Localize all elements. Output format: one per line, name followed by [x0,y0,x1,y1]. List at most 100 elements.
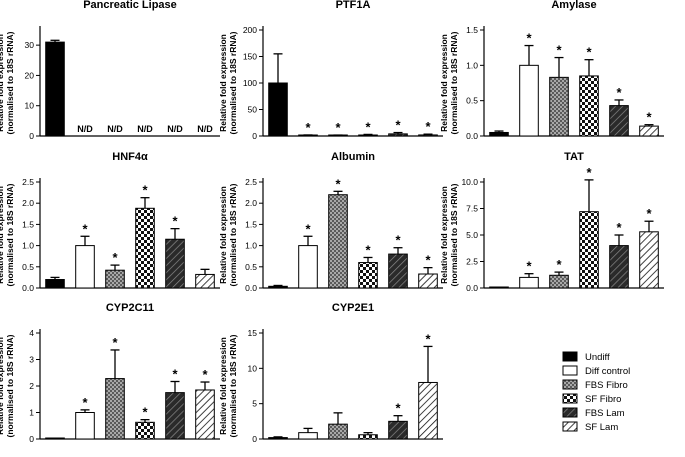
legend-swatch-fbs-lam [562,407,578,418]
hnf4a-title: HNF4α [112,151,148,163]
hnf4a-bar-undiff [45,279,65,289]
tat-title: TAT [564,151,584,163]
cyp2e1-ytick-label: 10 [248,363,258,373]
pancreatic-lipase-ylabel-units: (normalised to 18S rRNA) [5,31,15,134]
pancreatic-lipase-nd-label-fbs-fibro: N/D [107,124,123,134]
legend: Undiff Diff control FBS Fibro SF Fibro F… [562,351,630,433]
cyp2c11-significance-fbs-lam: * [172,366,178,381]
albumin-ylabel-units: (normalised to 18S rRNA) [228,183,238,286]
cyp2c11-significance-sf-lam: * [202,367,208,382]
hnf4a-significance-fbs-lam: * [172,214,178,229]
cyp2c11-ytick-label: 2 [29,381,34,391]
ptf1a-bar-sf-lam [418,134,438,137]
legend-swatch-undiff [562,351,578,362]
panel-hnf4a: HNF4α Relative fold expression (normalised… [0,151,220,293]
amylase-significance-sf-lam: * [646,110,652,125]
panel-pancreatic-lipase: Pancreatic Lipase Relative fold expressio… [0,0,220,141]
legend-swatch-diff-control [562,365,578,376]
amylase-ytick-label: 1.0 [466,60,478,70]
hnf4a-ytick-label: 1.0 [22,241,34,251]
ptf1a-ytick-label: 200 [243,25,257,35]
ptf1a-ytick-label: 100 [243,78,257,88]
tat-significance-diff-control: * [526,259,532,274]
amylase-bar-diff-control [519,64,539,137]
albumin-ytick-label: 2.0 [245,198,257,208]
tat-bar-sf-fibro [579,211,599,289]
tat-ytick-label: 0.0 [466,283,478,293]
albumin-title: Albumin [331,151,375,163]
legend-label-sf-lam: SF Lam [585,422,618,433]
hnf4a-bar-diff-control [75,245,95,289]
legend-label-undiff: Undiff [585,352,610,363]
cyp2e1-bar-fbs-fibro [328,423,348,440]
albumin-ytick-label: 0.0 [245,283,257,293]
pancreatic-lipase-ytick-label: 0 [29,131,34,141]
tat-bar-sf-lam [639,231,659,289]
albumin-bar-fbs-fibro [328,194,348,289]
legend-swatch-sf-fibro [562,393,578,404]
hnf4a-ytick-label: 0.5 [22,262,34,272]
amylase-significance-fbs-fibro: * [556,43,562,58]
amylase-ylabel: Relative fold expression [439,34,449,132]
albumin-bar-undiff [268,285,288,289]
tat-bar-fbs-lam [609,245,629,289]
hnf4a-ytick-label: 1.5 [22,219,34,229]
ptf1a-bar-sf-fibro [358,134,378,137]
pancreatic-lipase-bar-undiff [45,41,65,137]
pancreatic-lipase-nd-label-diff-control: N/D [77,124,93,134]
albumin-significance-sf-lam: * [425,253,431,268]
amylase-significance-fbs-lam: * [616,85,622,100]
ptf1a-ytick-label: 50 [248,105,258,115]
amylase-ytick-label: 0.5 [466,96,478,106]
legend-label-diff-control: Diff control [585,366,630,377]
ptf1a-significance-diff-control: * [305,120,311,135]
legend-swatch-sf-lam [562,421,578,432]
albumin-bar-diff-control [298,245,318,289]
amylase-significance-diff-control: * [526,31,532,46]
ptf1a-significance-fbs-lam: * [395,118,401,133]
albumin-bar-sf-fibro [358,262,378,289]
amylase-ylabel-units: (normalised to 18S rRNA) [449,31,459,134]
tat-significance-sf-lam: * [646,206,652,221]
legend-swatch-fbs-fibro [562,379,578,390]
amylase-bar-undiff [489,131,509,137]
hnf4a-ylabel-units: (normalised to 18S rRNA) [5,183,15,286]
hnf4a-bar-sf-fibro [135,207,155,289]
panel-ptf1a: PTF1A Relative fold expression (normalised… [218,0,443,141]
pancreatic-lipase-title: Pancreatic Lipase [83,0,177,11]
cyp2c11-ytick-label: 3 [29,355,34,365]
albumin-bar-fbs-lam [388,253,408,289]
hnf4a-bar-fbs-fibro [105,269,125,289]
cyp2c11-bar-diff-control [75,412,95,440]
cyp2e1-title: CYP2E1 [332,302,374,314]
amylase-bar-sf-fibro [579,75,599,137]
amylase-bar-sf-lam [639,125,659,137]
tat-ylabel: Relative fold expression [439,186,449,284]
hnf4a-ylabel: Relative fold expression [0,186,5,284]
tat-significance-fbs-lam: * [616,220,622,235]
cyp2c11-ylabel: Relative fold expression [0,337,5,435]
cyp2c11-ylabel-units: (normalised to 18S rRNA) [5,334,15,437]
tat-significance-fbs-fibro: * [556,257,562,272]
cyp2c11-ytick-label: 1 [29,408,34,418]
cyp2c11-bar-fbs-fibro [105,378,125,440]
ptf1a-ylabel: Relative fold expression [218,34,228,132]
hnf4a-significance-sf-fibro: * [142,183,148,198]
pancreatic-lipase-nd-label-sf-lam: N/D [197,124,213,134]
cyp2e1-significance-fbs-lam: * [395,401,401,416]
tat-significance-sf-fibro: * [586,165,592,180]
ptf1a-bar-undiff [268,82,288,137]
panel-cyp2c11: CYP2C11 Relative fold expression (normalis… [0,302,220,444]
ptf1a-ylabel-units: (normalised to 18S rRNA) [228,31,238,134]
cyp2e1-ytick-label: 15 [248,328,258,338]
panel-albumin: Albumin Relative fold expression (normalis… [218,151,443,293]
albumin-ytick-label: 1.0 [245,241,257,251]
cyp2e1-bar-undiff [268,437,288,440]
albumin-ytick-label: 0.5 [245,262,257,272]
ptf1a-significance-sf-lam: * [425,119,431,134]
tat-bar-diff-control [519,276,539,289]
cyp2e1-bar-diff-control [298,432,318,440]
albumin-ytick-label: 2.5 [245,177,257,187]
amylase-bar-fbs-fibro [549,76,569,137]
pancreatic-lipase-ytick-label: 20 [25,70,35,80]
